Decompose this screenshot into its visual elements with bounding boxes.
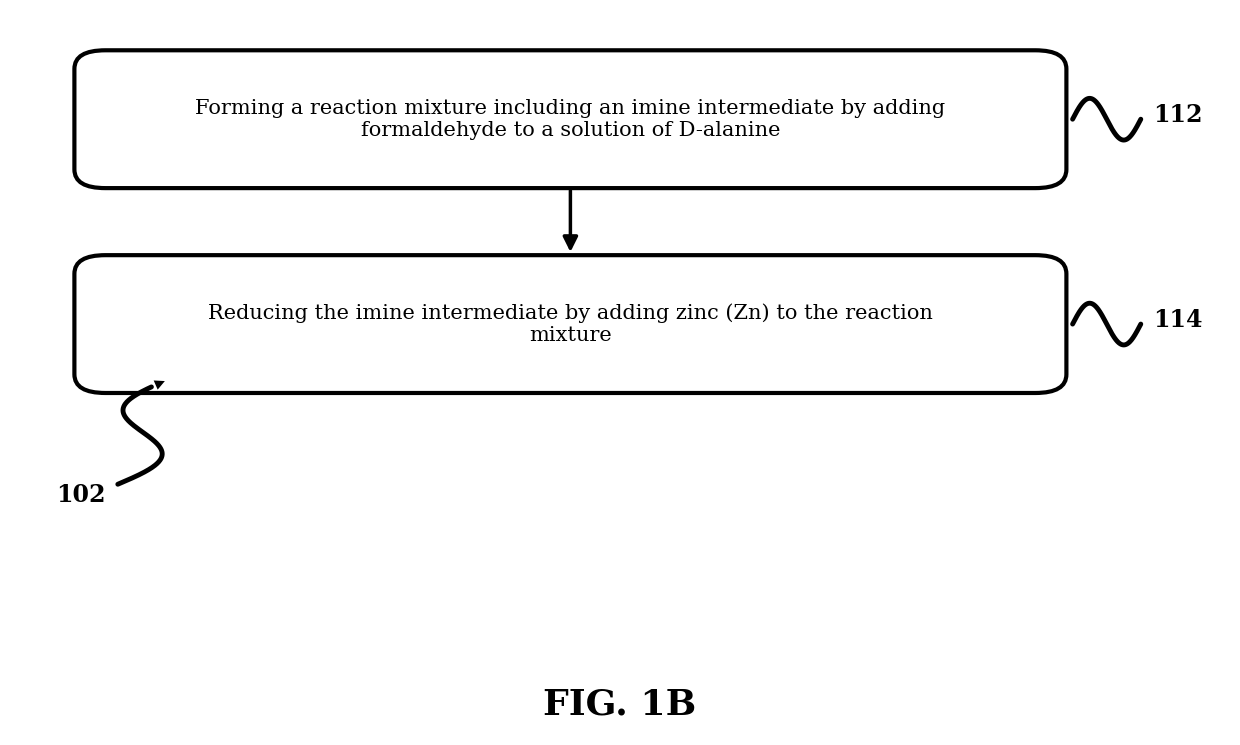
Text: Reducing the imine intermediate by adding zinc (Zn) to the reaction
mixture: Reducing the imine intermediate by addin…: [208, 303, 932, 345]
Text: Forming a reaction mixture including an imine intermediate by adding
formaldehyd: Forming a reaction mixture including an …: [196, 98, 945, 140]
Text: 114: 114: [1153, 308, 1203, 332]
Text: 112: 112: [1153, 104, 1203, 127]
Text: FIG. 1B: FIG. 1B: [543, 687, 697, 721]
FancyBboxPatch shape: [74, 51, 1066, 188]
Text: 102: 102: [56, 484, 105, 507]
FancyBboxPatch shape: [74, 255, 1066, 393]
